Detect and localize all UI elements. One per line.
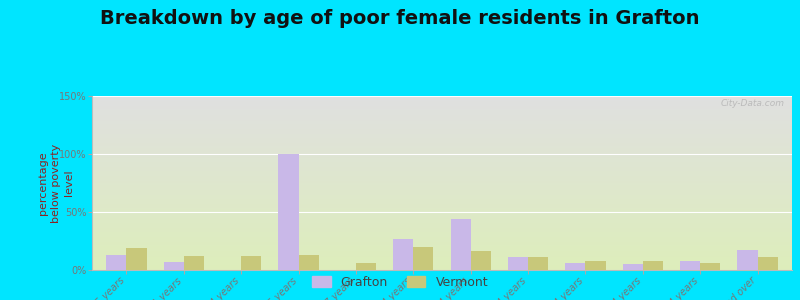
Bar bbox=[643, 261, 663, 270]
Bar bbox=[164, 262, 184, 270]
Text: Breakdown by age of poor female residents in Grafton: Breakdown by age of poor female resident… bbox=[100, 9, 700, 28]
Bar bbox=[470, 251, 490, 270]
Bar bbox=[106, 255, 126, 270]
Bar bbox=[586, 261, 606, 270]
Bar bbox=[414, 247, 434, 270]
Bar bbox=[298, 255, 318, 270]
Bar bbox=[450, 219, 470, 270]
Bar bbox=[508, 257, 528, 270]
Bar bbox=[241, 256, 262, 270]
Bar bbox=[700, 263, 720, 270]
Bar bbox=[278, 154, 298, 270]
Legend: Grafton, Vermont: Grafton, Vermont bbox=[307, 271, 493, 294]
Bar bbox=[738, 250, 758, 270]
Bar bbox=[566, 263, 586, 270]
Bar bbox=[356, 263, 376, 270]
Bar bbox=[758, 257, 778, 270]
Bar bbox=[126, 248, 146, 270]
Bar bbox=[184, 256, 204, 270]
Bar bbox=[680, 261, 700, 270]
Text: City-Data.com: City-Data.com bbox=[721, 100, 785, 109]
Bar bbox=[622, 264, 643, 270]
Bar bbox=[528, 257, 548, 270]
Bar bbox=[394, 239, 414, 270]
Y-axis label: percentage
below poverty
level: percentage below poverty level bbox=[38, 143, 74, 223]
